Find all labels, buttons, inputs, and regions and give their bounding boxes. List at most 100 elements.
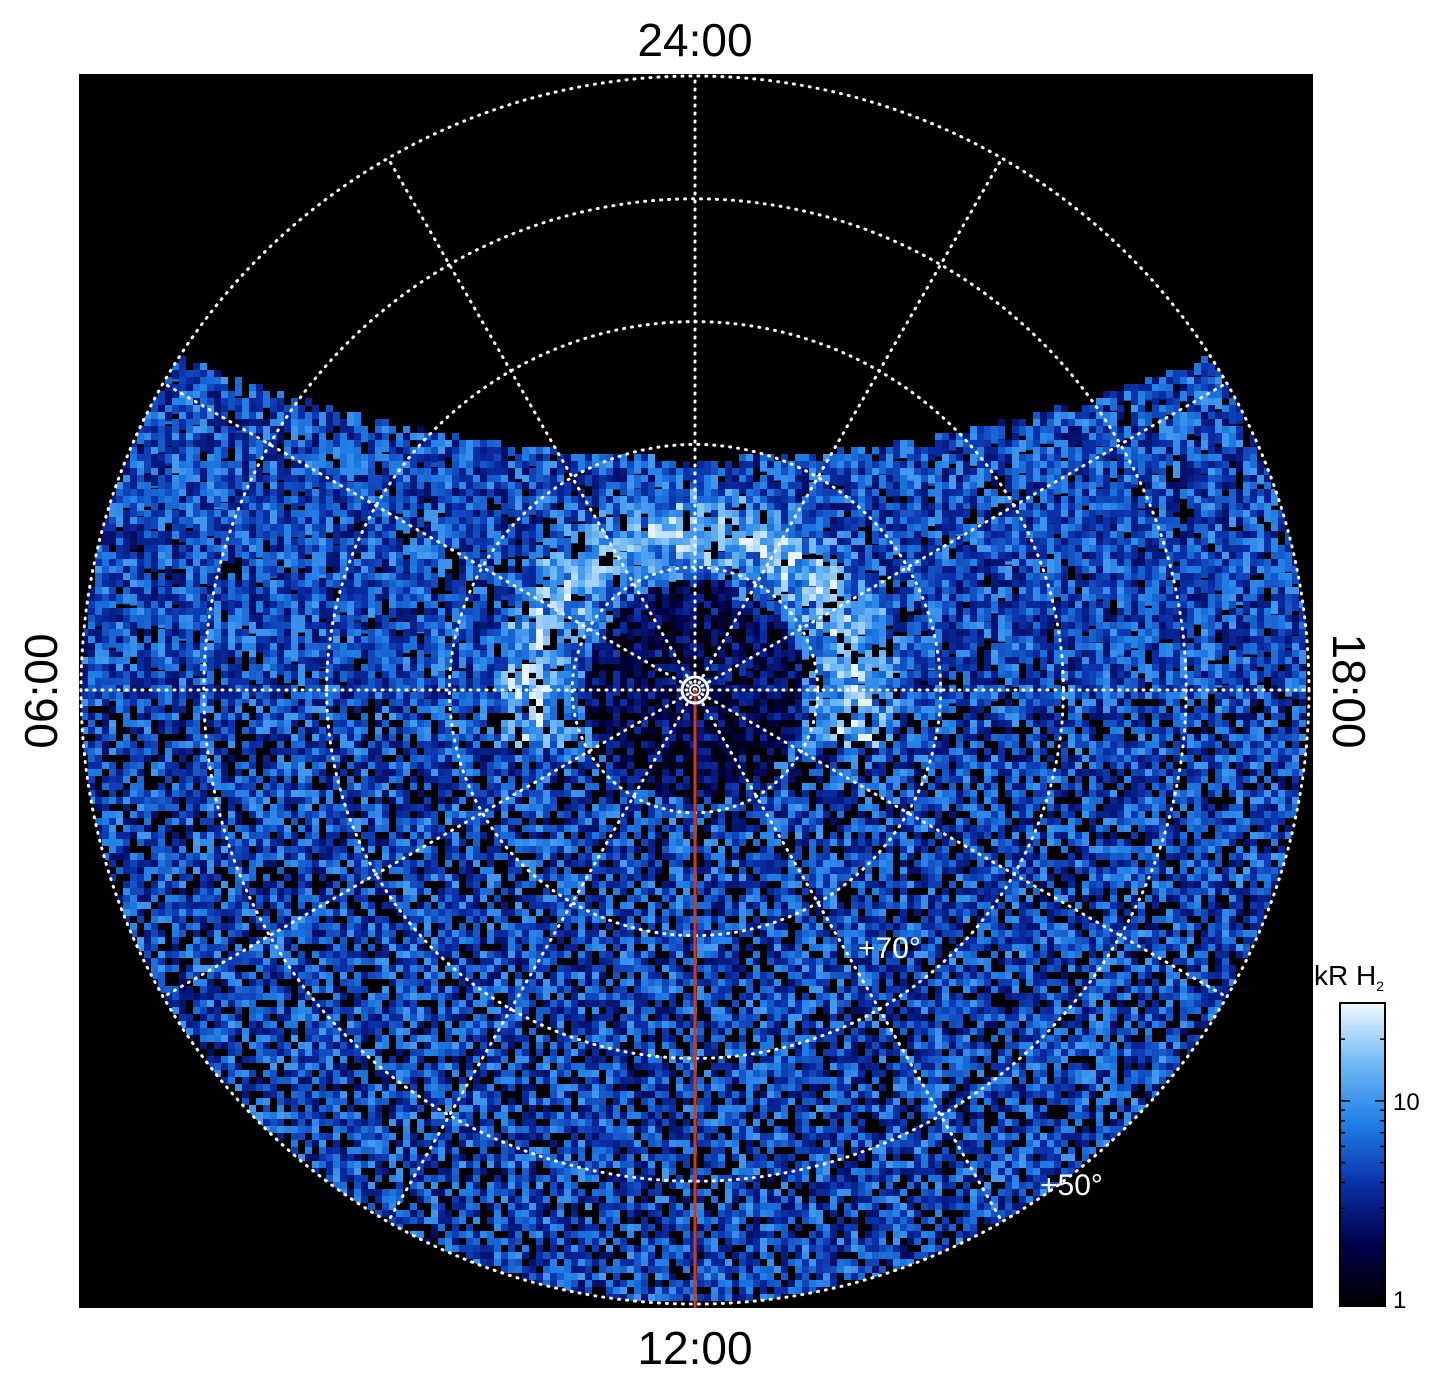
heatmap-cell xyxy=(942,524,949,536)
heatmap-cell xyxy=(501,643,508,659)
heatmap-cell xyxy=(144,482,151,490)
heatmap-cell xyxy=(949,573,956,588)
heatmap-cell xyxy=(137,615,144,629)
heatmap-cell xyxy=(1040,489,1047,508)
heatmap-cell xyxy=(1089,440,1096,459)
heatmap-cell xyxy=(200,433,207,453)
heatmap-cell xyxy=(1187,384,1194,397)
heatmap-cell xyxy=(417,468,424,482)
heatmap-cell xyxy=(347,643,354,651)
heatmap-cell xyxy=(991,489,998,502)
heatmap-cell xyxy=(1271,636,1278,644)
heatmap-cell xyxy=(858,461,865,474)
heatmap-cell xyxy=(1131,636,1138,649)
heatmap-cell xyxy=(529,608,536,617)
heatmap-cell xyxy=(361,650,368,659)
heatmap-cell xyxy=(1194,503,1201,515)
heatmap-cell xyxy=(893,622,900,632)
heatmap-cell xyxy=(998,587,1005,598)
heatmap-cell xyxy=(606,482,613,493)
heatmap-cell xyxy=(1222,594,1229,610)
heatmap-cell xyxy=(1166,643,1173,659)
heatmap-cell xyxy=(725,601,732,614)
heatmap-cell xyxy=(403,629,410,644)
heatmap-cell xyxy=(1026,510,1033,520)
heatmap-cell xyxy=(886,615,893,626)
heatmap-cell xyxy=(109,517,116,527)
heatmap-cell xyxy=(291,594,298,602)
heatmap-cell xyxy=(186,496,193,507)
heatmap-cell xyxy=(1061,531,1068,545)
heatmap-cell xyxy=(1082,510,1089,524)
heatmap-cell xyxy=(333,524,340,532)
heatmap-cell xyxy=(1138,433,1145,442)
heatmap-cell xyxy=(452,468,459,478)
heatmap-cell xyxy=(753,496,760,504)
heatmap-cell xyxy=(186,552,193,560)
heatmap-cell xyxy=(998,664,1005,674)
heatmap-cell xyxy=(200,566,207,584)
heatmap-cell xyxy=(662,496,669,508)
heatmap-cell xyxy=(522,671,529,687)
heatmap-cell xyxy=(1166,398,1173,411)
heatmap-cell xyxy=(459,538,466,555)
heatmap-cell xyxy=(1131,475,1138,485)
heatmap-cell xyxy=(949,468,956,478)
heatmap-cell xyxy=(1201,384,1208,398)
heatmap-cell xyxy=(606,496,613,510)
heatmap-cell xyxy=(319,510,326,519)
heatmap-cell xyxy=(1187,440,1194,454)
heatmap-cell xyxy=(88,671,95,679)
heatmap-cell xyxy=(634,664,641,678)
heatmap-cell xyxy=(1033,489,1040,497)
heatmap-cell xyxy=(578,454,585,472)
heatmap-cell xyxy=(473,468,480,477)
heatmap-cell xyxy=(480,671,487,687)
heatmap-cell xyxy=(389,510,396,527)
heatmap-cell xyxy=(1110,391,1117,405)
heatmap-cell xyxy=(606,650,613,666)
heatmap-cell xyxy=(676,489,683,501)
heatmap-cell xyxy=(683,496,690,509)
heatmap-cell xyxy=(1159,377,1166,389)
heatmap-cell xyxy=(592,496,599,504)
heatmap-cell xyxy=(417,545,424,553)
heatmap-cell xyxy=(389,608,396,618)
heatmap-cell xyxy=(235,517,242,531)
heatmap-cell xyxy=(963,510,970,519)
heatmap-cell xyxy=(1040,482,1047,490)
heatmap-cell xyxy=(508,482,515,492)
heatmap-cell xyxy=(501,517,508,538)
heatmap-cell xyxy=(1215,454,1222,462)
heatmap-cell xyxy=(739,461,746,474)
heatmap-cell xyxy=(1159,419,1166,438)
heatmap-cell xyxy=(543,559,550,567)
heatmap-cell xyxy=(634,503,641,515)
heatmap-cell xyxy=(1250,433,1257,447)
heatmap-cell xyxy=(1173,489,1180,507)
heatmap-cell xyxy=(893,636,900,644)
heatmap-cell xyxy=(207,657,214,674)
heatmap-cell xyxy=(459,629,466,641)
heatmap-cell xyxy=(529,454,536,466)
heatmap-cell xyxy=(1236,510,1243,521)
heatmap-cell xyxy=(998,524,1005,536)
heatmap-cell xyxy=(620,531,627,544)
heatmap-cell xyxy=(1250,566,1257,576)
heatmap-cell xyxy=(851,447,858,462)
heatmap-cell xyxy=(536,503,543,515)
heatmap-cell xyxy=(1089,545,1096,553)
heatmap-cell xyxy=(1194,517,1201,527)
heatmap-cell xyxy=(179,447,186,459)
heatmap-cell xyxy=(473,447,480,468)
heatmap-cell xyxy=(585,496,592,507)
heatmap-cell xyxy=(1201,454,1208,467)
heatmap-cell xyxy=(1201,391,1208,408)
heatmap-cell xyxy=(662,510,669,522)
heatmap-cell xyxy=(928,489,935,497)
heatmap-cell xyxy=(1243,461,1250,476)
heatmap-cell xyxy=(431,664,438,676)
heatmap-cell xyxy=(543,461,550,482)
heatmap-cell xyxy=(1215,650,1222,661)
heatmap-cell xyxy=(214,517,221,526)
